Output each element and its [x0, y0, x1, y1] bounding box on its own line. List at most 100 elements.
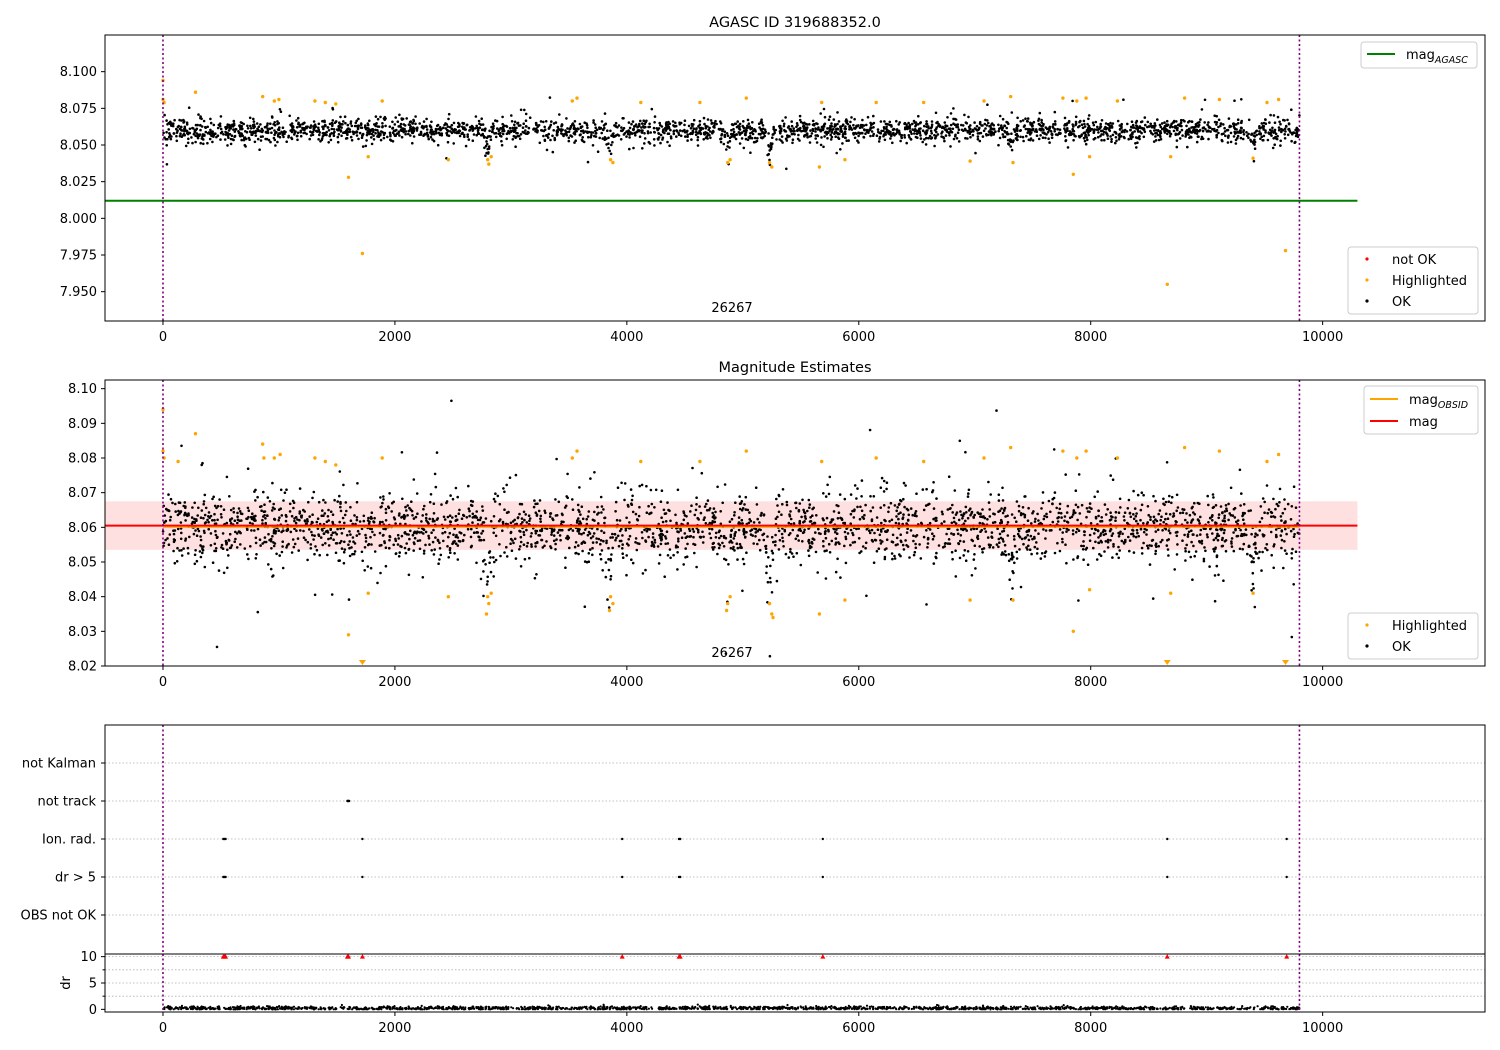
data-point-ok: [1127, 498, 1131, 502]
data-point-ok: [1279, 122, 1282, 126]
data-point-ok: [188, 535, 191, 539]
data-point-ok: [334, 551, 338, 555]
data-point-ok: [481, 509, 485, 512]
data-point-ok: [903, 133, 906, 137]
data-point-ok: [1114, 136, 1118, 139]
data-point-ok: [244, 145, 247, 148]
data-point-ok: [696, 135, 700, 139]
data-point-ok: [758, 538, 761, 542]
data-point-ok: [1083, 139, 1087, 143]
data-point-ok: [404, 551, 408, 555]
data-point-ok: [1114, 141, 1117, 145]
data-point-ok: [1016, 116, 1019, 120]
data-point-ok: [814, 550, 818, 554]
data-point-ok: [955, 137, 959, 140]
data-point-ok: [1083, 125, 1087, 128]
data-point-ok: [1201, 129, 1205, 133]
data-point-ok: [194, 123, 198, 127]
data-point-ok: [661, 520, 665, 524]
data-point-ok: [656, 137, 660, 140]
data-point-ok: [393, 123, 397, 126]
data-point-ok: [346, 533, 349, 537]
data-point-ok: [635, 548, 639, 552]
data-point-ok: [1241, 514, 1244, 518]
data-point-ok: [925, 122, 928, 126]
data-point-ok: [213, 512, 216, 516]
data-point-ok: [742, 129, 746, 133]
data-point-ok: [225, 126, 229, 129]
data-point-ok: [737, 516, 741, 519]
data-point-ok: [840, 130, 843, 133]
data-point-ok: [358, 131, 362, 135]
data-point-ok: [1009, 145, 1012, 148]
data-point-ok: [213, 522, 217, 526]
data-point-ok: [1050, 136, 1054, 139]
data-point-ok: [1110, 534, 1114, 537]
data-point-ok: [1111, 122, 1115, 125]
data-point-ok: [877, 140, 881, 143]
data-point-ok: [1223, 540, 1227, 543]
data-point-highlighted: [346, 175, 351, 179]
data-point-ok: [352, 130, 356, 134]
data-point-ok: [1051, 520, 1055, 524]
data-point-ok: [917, 114, 920, 118]
data-point-ok: [645, 484, 648, 488]
data-point-ok: [1108, 529, 1112, 533]
data-point-ok: [1142, 135, 1146, 139]
data-point-ok: [1143, 130, 1147, 134]
data-point-highlighted: [380, 99, 384, 103]
data-point-ok: [843, 497, 847, 501]
data-point-ok: [1280, 130, 1283, 134]
data-point-ok: [1093, 136, 1097, 140]
data-point-ok: [973, 121, 976, 124]
data-point-ok: [471, 128, 475, 131]
data-point-ok: [783, 129, 787, 133]
data-point-ok: [1048, 129, 1051, 132]
data-point-ok: [177, 501, 181, 504]
data-point-ok: [1043, 132, 1046, 135]
data-point-ok: [365, 133, 369, 137]
data-point-ok: [678, 129, 682, 132]
legend-marker-not-ok: [1365, 257, 1369, 261]
data-point-ok: [973, 513, 976, 517]
data-point-ok: [515, 131, 518, 135]
data-point-ok: [1259, 126, 1262, 130]
data-point-ok: [196, 135, 199, 138]
data-point-ok: [640, 483, 644, 487]
data-point-ok: [746, 138, 750, 142]
data-point-ok: [1027, 544, 1030, 548]
data-point-ok: [822, 544, 825, 548]
data-point-ok: [469, 535, 473, 539]
data-point-ok: [587, 135, 590, 139]
data-point-ok: [708, 532, 711, 535]
data-point-ok: [946, 542, 950, 545]
data-point-ok: [978, 126, 981, 130]
data-point-ok: [199, 128, 202, 132]
data-point-ok: [439, 127, 442, 131]
data-point-ok: [1245, 131, 1248, 134]
data-point-ok: [447, 134, 451, 138]
data-point-ok: [1013, 129, 1017, 132]
data-point-ok: [791, 528, 795, 532]
data-point-ok: [776, 504, 779, 507]
data-point-ok: [873, 538, 877, 542]
data-point-ok: [1219, 122, 1223, 125]
data-point-ok: [741, 522, 744, 525]
data-point-ok: [1065, 561, 1068, 565]
data-point-ok: [1161, 529, 1164, 532]
data-point-ok: [1072, 511, 1075, 514]
data-point-ok: [209, 544, 213, 547]
data-point-ok: [511, 126, 514, 130]
data-point-ok: [425, 128, 429, 131]
data-point-ok: [467, 138, 471, 141]
data-point-ok: [1268, 132, 1271, 135]
data-point-ok: [190, 136, 193, 139]
data-point-ok: [292, 129, 296, 132]
data-point-ok: [828, 127, 831, 130]
data-point-ok: [774, 517, 778, 520]
data-point-ok: [263, 514, 266, 517]
data-point-ok: [1175, 120, 1178, 123]
data-point-ok: [337, 128, 341, 131]
data-point-ok: [1276, 115, 1280, 119]
data-point-ok: [330, 121, 334, 125]
